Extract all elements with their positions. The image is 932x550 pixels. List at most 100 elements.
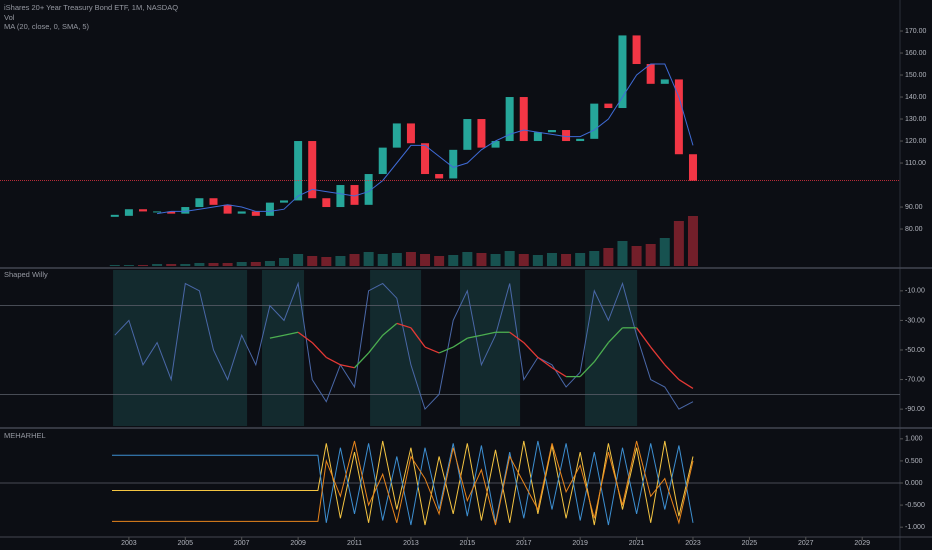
volume-bar	[490, 254, 501, 266]
candle	[265, 202, 274, 216]
candle	[618, 35, 627, 109]
y-tick-label: -90.00	[905, 406, 925, 413]
signal-segment	[326, 356, 341, 366]
signal-segment	[297, 331, 313, 344]
y-tick-label: -70.00	[905, 376, 925, 383]
ma-legend[interactable]: MA (20, close, 0, SMA, 5)	[4, 22, 90, 31]
candle	[435, 174, 444, 179]
candle	[406, 123, 415, 144]
candle	[604, 103, 613, 109]
series-line	[112, 440, 694, 526]
y-tick-label: 150.00	[905, 72, 927, 79]
volume-bar	[152, 264, 163, 266]
candle	[576, 138, 585, 142]
volume-bar	[349, 254, 360, 266]
candle	[322, 198, 331, 208]
shaded-range	[460, 270, 521, 426]
y-tick-label: 80.00	[905, 226, 923, 233]
volume-bar	[546, 253, 557, 266]
y-tick-label: -50.00	[905, 347, 925, 354]
candle	[463, 119, 472, 150]
y-tick-label: -1.000	[905, 524, 925, 531]
volume-bar	[687, 216, 698, 266]
shaded-range	[262, 270, 305, 426]
signal-segment	[438, 346, 454, 354]
y-tick-label: 130.00	[905, 116, 927, 123]
candle	[392, 123, 401, 148]
indicator-legend[interactable]: Shaped Willy	[4, 270, 48, 279]
candle	[674, 79, 683, 155]
x-tick-label: 2003	[121, 540, 137, 547]
candle	[153, 211, 162, 213]
candle	[491, 141, 500, 148]
volume-bar	[137, 265, 148, 266]
signal-segment	[537, 356, 553, 369]
volume-bar	[659, 238, 670, 266]
volume-bar	[377, 254, 388, 266]
x-tick-label: 2007	[234, 540, 250, 547]
volume-bar	[476, 253, 487, 266]
volume-bar	[532, 255, 543, 266]
signal-segment	[424, 346, 440, 354]
x-tick-label: 2005	[178, 540, 194, 547]
y-tick-label: 140.00	[905, 94, 927, 101]
candle	[308, 141, 317, 199]
candle	[124, 209, 133, 216]
candle	[533, 132, 542, 142]
volume-bar	[307, 256, 318, 266]
volume-bar	[589, 251, 600, 266]
y-tick-label: 160.00	[905, 50, 927, 57]
y-tick-label: -10.00	[905, 288, 925, 295]
candle	[378, 147, 387, 175]
signal-segment	[368, 334, 384, 354]
candle	[421, 143, 430, 175]
volume-bar	[631, 246, 642, 266]
y-tick-label: 110.00	[905, 160, 926, 167]
volume-bar	[166, 264, 177, 266]
signal-segment	[523, 342, 539, 358]
signal-segment	[340, 364, 355, 369]
signal-segment	[579, 361, 595, 378]
volume-bar	[391, 253, 402, 266]
volume-bar	[194, 263, 205, 266]
candle	[688, 154, 697, 181]
series-line	[157, 63, 694, 215]
shaded-range	[584, 270, 638, 426]
shaded-range	[113, 270, 248, 426]
signal-segment	[354, 352, 370, 369]
volume-bar	[109, 265, 120, 266]
volume-bar	[434, 256, 445, 266]
signal-segment	[551, 367, 567, 378]
series-line	[112, 440, 694, 526]
indicator-legend[interactable]: MEHARHEL	[4, 431, 46, 440]
candle	[237, 211, 246, 214]
volume-bar	[264, 261, 275, 266]
volume-bar	[575, 253, 586, 266]
candle	[449, 149, 458, 179]
signal-segment	[650, 346, 666, 366]
volume-bar	[363, 252, 374, 266]
x-tick-label: 2025	[742, 540, 758, 547]
symbol-title[interactable]: iShares 20+ Year Treasury Bond ETF, 1M, …	[4, 3, 178, 12]
volume-bar	[335, 256, 346, 266]
signal-segment	[396, 322, 412, 329]
y-tick-label: 120.00	[905, 138, 927, 145]
volume-bar	[504, 251, 515, 266]
volume-bar	[236, 262, 247, 266]
candle	[280, 200, 289, 203]
candle	[590, 103, 599, 139]
volume-legend[interactable]: Vol	[4, 13, 15, 22]
signal-segment	[636, 327, 652, 348]
y-tick-label: 0.500	[905, 458, 923, 465]
y-tick-label: -30.00	[905, 317, 925, 324]
series-line	[114, 281, 694, 411]
candle	[138, 209, 147, 212]
x-tick-label: 2023	[685, 540, 701, 547]
candle	[294, 141, 303, 201]
x-tick-label: 2015	[460, 540, 476, 547]
volume-bar	[180, 264, 191, 266]
candle	[350, 185, 359, 205]
x-tick-label: 2013	[403, 540, 419, 547]
candle	[505, 97, 514, 142]
